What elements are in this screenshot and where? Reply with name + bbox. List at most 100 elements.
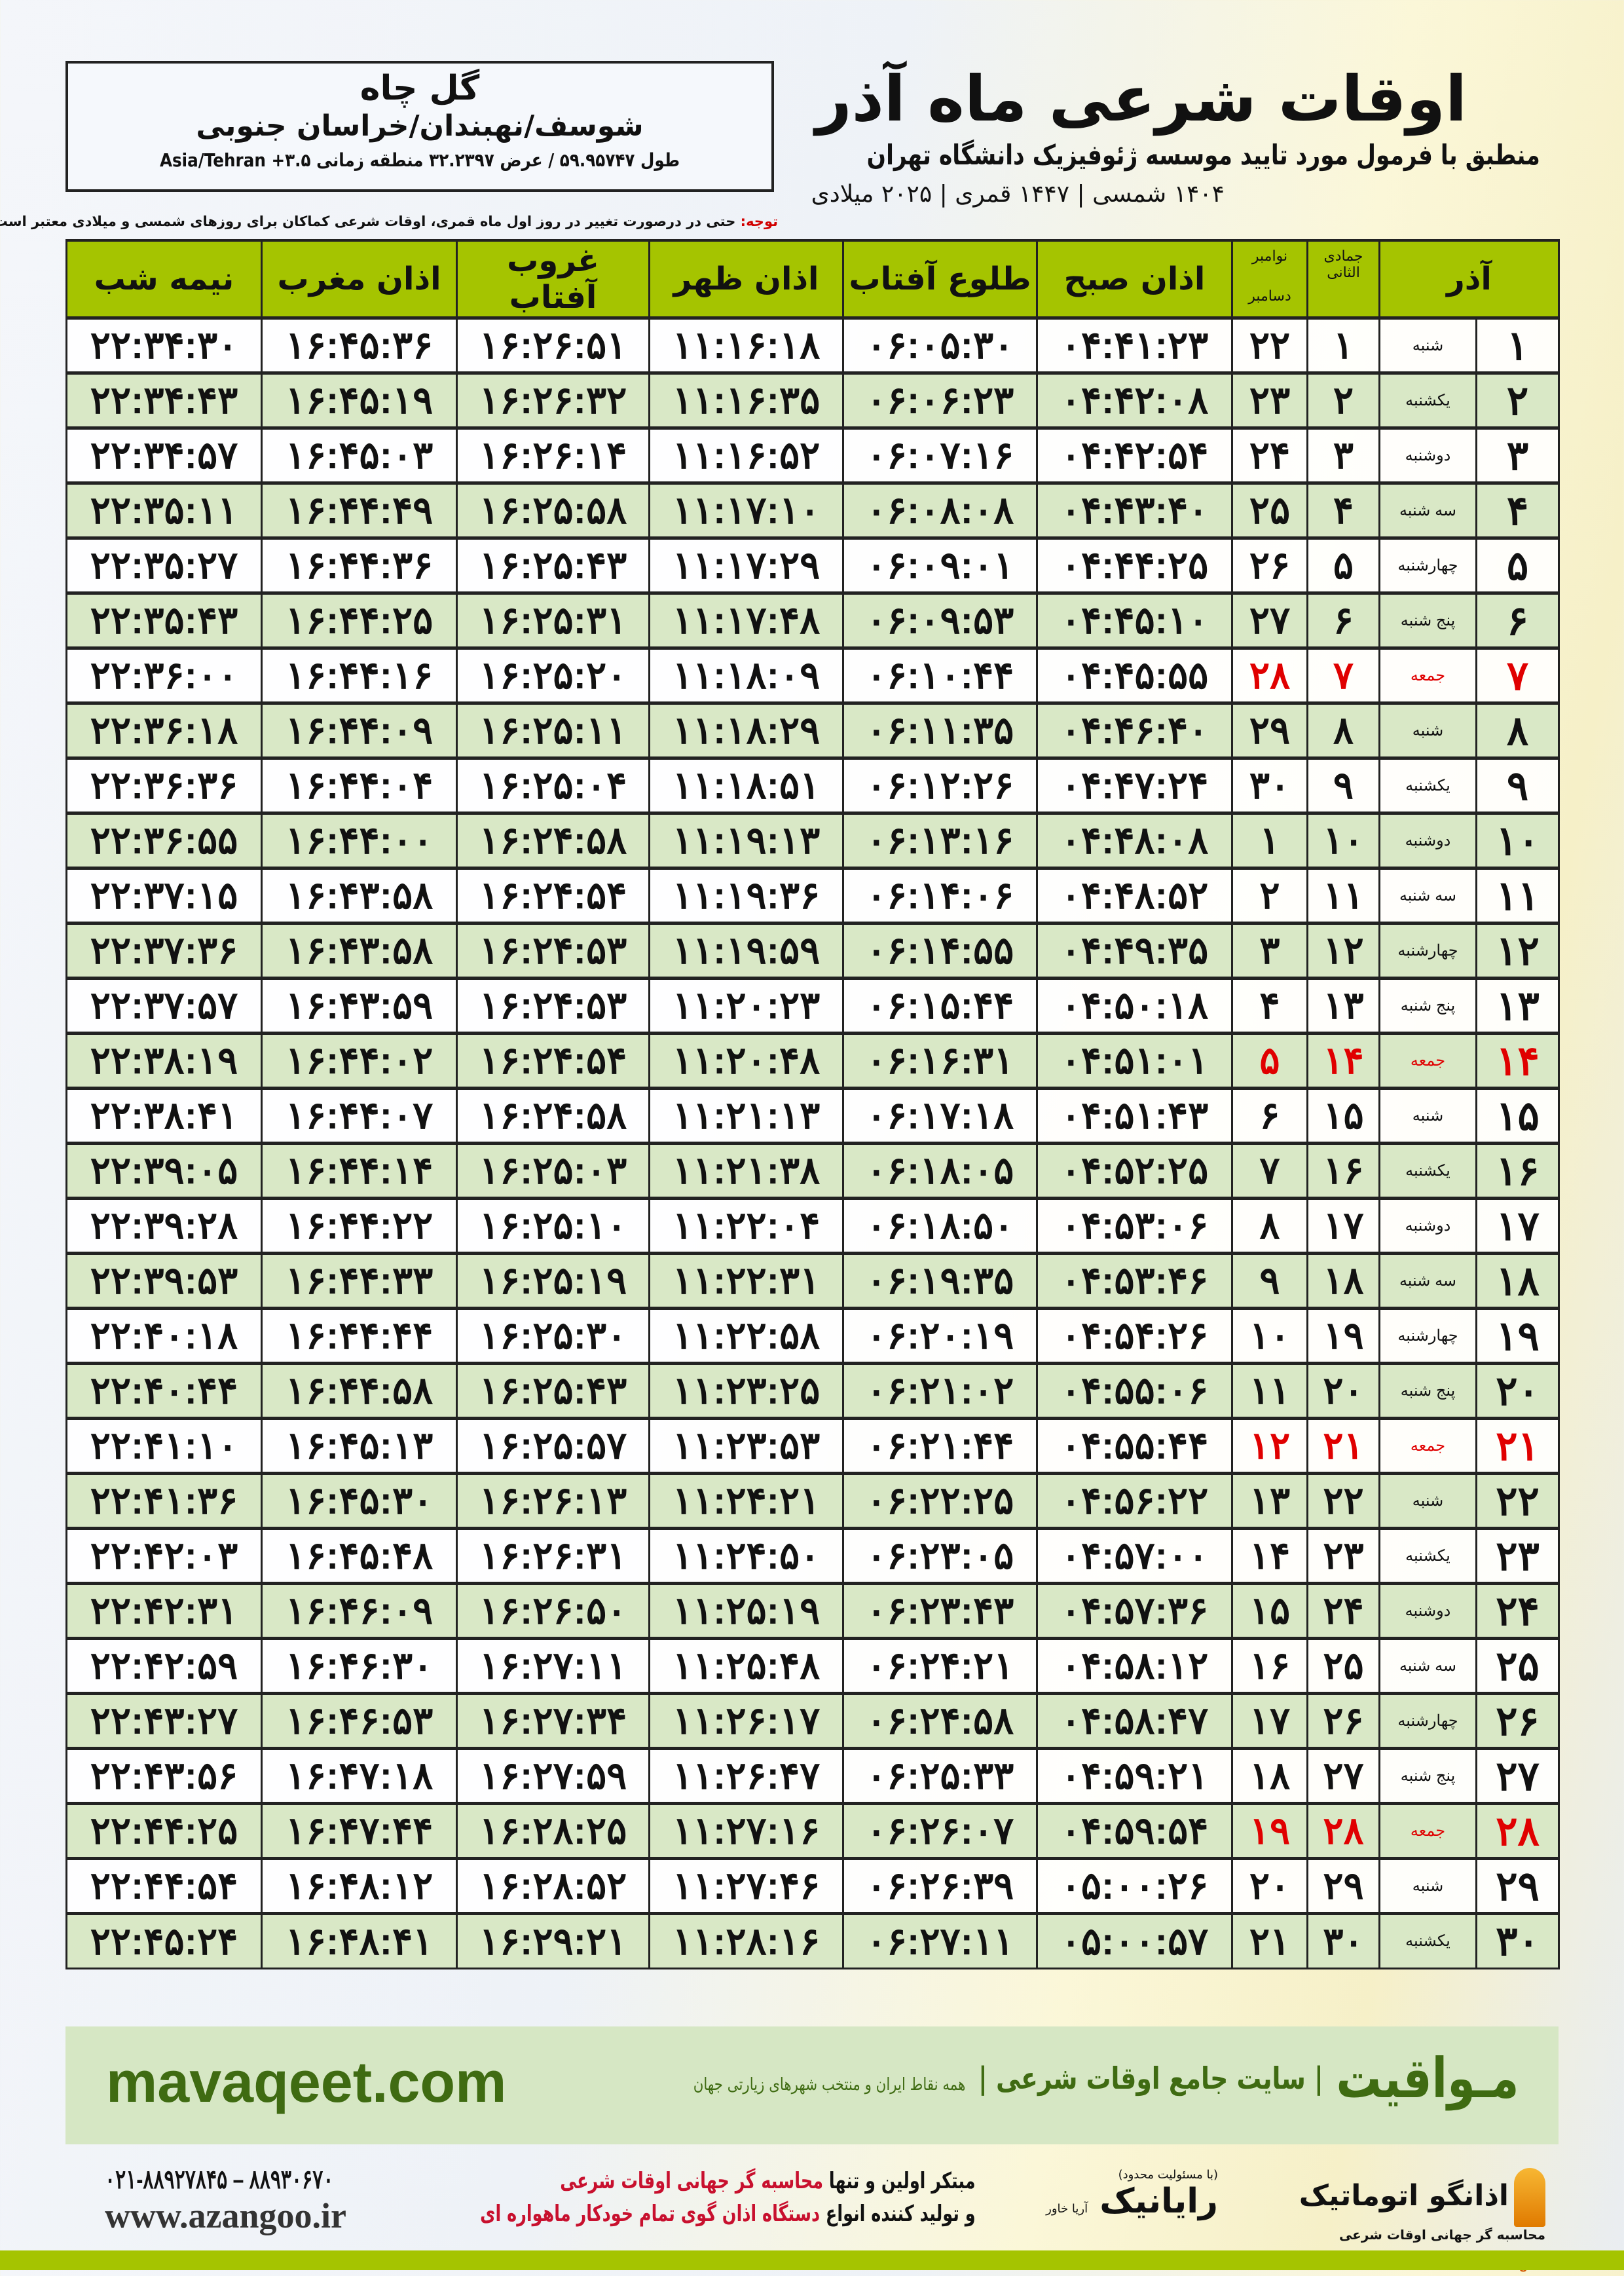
gregorian-day: ۲۶ [1231,536,1308,594]
gregorian-day: ۹ [1231,1251,1308,1309]
table-row: ۲۲ شنبه ۲۲ ۱۳ ۰۴:۵۶:۲۲ ۰۶:۲۲:۲۵ ۱۱:۲۴:۲۱ ۱۶:۲۶:… [65,1471,1560,1529]
weekday: چهارشنبه [1378,536,1477,594]
day-number: ۹ [1475,756,1560,814]
sunrise-time: ۰۶:۰۹:۵۳ [842,591,1038,649]
sunrise-time: ۰۶:۲۴:۵۸ [842,1691,1038,1749]
azangoo-link[interactable]: www.azangoo.ir [105,2196,346,2235]
fajr-time: ۰۴:۴۷:۲۴ [1036,756,1233,814]
day-number: ۲۸ [1475,1801,1560,1859]
weekday: شنبه [1378,1856,1477,1914]
sunset-time: ۱۶:۲۴:۵۳ [456,976,650,1034]
ad-text-1: مبتکر اولین و تنها [823,2168,976,2194]
day-number: ۲۱ [1475,1416,1560,1474]
col-midnight: نیمه شب [65,239,263,319]
midnight-time: ۲۲:۳۴:۵۷ [65,426,263,484]
day-number: ۱۹ [1475,1306,1560,1364]
sunset-time: ۱۶:۲۵:۰۳ [456,1141,650,1199]
day-number: ۲۵ [1475,1636,1560,1694]
day-number: ۱۶ [1475,1141,1560,1199]
midnight-time: ۲۲:۴۳:۵۶ [65,1746,263,1804]
gregorian-day: ۲۴ [1231,426,1308,484]
table-row: ۷ جمعه ۷ ۲۸ ۰۴:۴۵:۵۵ ۰۶:۱۰:۴۴ ۱۱:۱۸:۰۹ ۱۶:۲۵:۲۰… [65,646,1560,704]
maghrib-time: ۱۶:۴۶:۰۹ [261,1581,458,1639]
dhuhr-time: ۱۱:۲۴:۲۱ [648,1471,844,1529]
sunset-time: ۱۶:۲۴:۵۸ [456,1086,650,1144]
dhuhr-time: ۱۱:۱۸:۰۹ [648,646,844,704]
fajr-time: ۰۴:۴۸:۰۸ [1036,811,1233,869]
maghrib-time: ۱۶:۴۵:۱۹ [261,371,458,429]
ad-highlight-2: دستگاه اذان گوی تمام خودکار ماهواره ای [480,2201,821,2227]
weekday: پنج شنبه [1378,591,1477,649]
day-number: ۱۲ [1475,921,1560,979]
region-name: شوسف/نهبندان/خراسان جنوبی [196,109,644,143]
maghrib-time: ۱۶:۴۴:۱۶ [261,646,458,704]
midnight-time: ۲۲:۳۷:۱۵ [65,866,263,924]
sunrise-time: ۰۶:۲۲:۲۵ [842,1471,1038,1529]
table-row: ۲۱ جمعه ۲۱ ۱۲ ۰۴:۵۵:۴۴ ۰۶:۲۱:۴۴ ۱۱:۲۳:۵۳ ۱۶:۲۵:… [65,1416,1560,1474]
rayanik-name: رایانیک [1099,2182,1218,2221]
sunrise-time: ۰۶:۱۷:۱۸ [842,1086,1038,1144]
sunrise-time: ۰۶:۱۶:۳۱ [842,1031,1038,1089]
fajr-time: ۰۴:۵۵:۰۶ [1036,1361,1233,1419]
fajr-time: ۰۴:۵۷:۳۶ [1036,1581,1233,1639]
dhuhr-time: ۱۱:۲۴:۵۰ [648,1526,844,1584]
weekday: یکشنبه [1378,1141,1477,1199]
dhuhr-time: ۱۱:۲۱:۱۳ [648,1086,844,1144]
midnight-time: ۲۲:۳۶:۵۵ [65,811,263,869]
hijri-day: ۱۶ [1306,1141,1380,1199]
sunrise-time: ۰۶:۰۵:۳۰ [842,316,1038,374]
gregorian-day: ۱۴ [1231,1526,1308,1584]
day-number: ۲۷ [1475,1746,1560,1804]
sunrise-time: ۰۶:۱۱:۳۵ [842,701,1038,759]
maghrib-time: ۱۶:۴۴:۴۹ [261,481,458,539]
hijri-day: ۱۰ [1306,811,1380,869]
dhuhr-time: ۱۱:۱۸:۲۹ [648,701,844,759]
fajr-time: ۰۴:۴۶:۴۰ [1036,701,1233,759]
midnight-time: ۲۲:۳۶:۱۸ [65,701,263,759]
fajr-time: ۰۴:۴۵:۱۰ [1036,591,1233,649]
maghrib-time: ۱۶:۴۴:۴۴ [261,1306,458,1364]
maghrib-time: ۱۶:۴۴:۳۶ [261,536,458,594]
maghrib-time: ۱۶:۴۶:۳۰ [261,1636,458,1694]
weekday: پنج شنبه [1378,1746,1477,1804]
table-row: ۱۹ چهارشنبه ۱۹ ۱۰ ۰۴:۵۴:۲۶ ۰۶:۲۰:۱۹ ۱۱:۲۲:۵۸ ۱۶… [65,1306,1560,1364]
day-number: ۱۳ [1475,976,1560,1034]
fajr-time: ۰۴:۵۹:۲۱ [1036,1746,1233,1804]
col-maghrib: اذان مغرب [261,239,458,319]
table-row: ۱۳ پنج شنبه ۱۳ ۴ ۰۴:۵۰:۱۸ ۰۶:۱۵:۴۴ ۱۱:۲۰:۲۳ ۱۶:… [65,976,1560,1034]
midnight-time: ۲۲:۴۴:۲۵ [65,1801,263,1859]
table-row: ۲۵ سه شنبه ۲۵ ۱۶ ۰۴:۵۸:۱۲ ۰۶:۲۴:۲۱ ۱۱:۲۵:۴۸ ۱۶:… [65,1636,1560,1694]
dhuhr-time: ۱۱:۲۳:۵۳ [648,1416,844,1474]
mavaqeet-link[interactable]: mavaqeet.com [106,2049,507,2114]
dhuhr-time: ۱۱:۲۶:۱۷ [648,1691,844,1749]
weekday: سه شنبه [1378,1636,1477,1694]
rayanik-logo: (با مسئولیت محدود) رایانیک آریا خاور [1046,2168,1218,2221]
hijri-day: ۲۳ [1306,1526,1380,1584]
weekday: شنبه [1378,701,1477,759]
sunset-time: ۱۶:۲۷:۱۱ [456,1636,650,1694]
sunset-time: ۱۶:۲۶:۵۰ [456,1581,650,1639]
ad-text-2: و تولید کننده انواع [820,2201,976,2227]
sunset-time: ۱۶:۲۶:۵۱ [456,316,650,374]
hijri-day: ۲۸ [1306,1801,1380,1859]
sunrise-time: ۰۶:۰۶:۲۳ [842,371,1038,429]
dhuhr-time: ۱۱:۲۵:۱۹ [648,1581,844,1639]
maghrib-time: ۱۶:۴۶:۵۳ [261,1691,458,1749]
day-number: ۱۸ [1475,1251,1560,1309]
sunset-time: ۱۶:۲۹:۲۱ [456,1911,650,1969]
sunrise-time: ۰۶:۰۸:۰۸ [842,481,1038,539]
maghrib-time: ۱۶:۴۷:۴۴ [261,1801,458,1859]
hijri-day: ۲ [1306,371,1380,429]
day-number: ۳ [1475,426,1560,484]
gregorian-day: ۲ [1231,866,1308,924]
table-row: ۲۸ جمعه ۲۸ ۱۹ ۰۴:۵۹:۵۴ ۰۶:۲۶:۰۷ ۱۱:۲۷:۱۶ ۱۶:۲۸:… [65,1801,1560,1859]
maghrib-time: ۱۶:۴۷:۱۸ [261,1746,458,1804]
hijri-day: ۱۱ [1306,866,1380,924]
dhuhr-time: ۱۱:۱۶:۳۵ [648,371,844,429]
table-row: ۵ چهارشنبه ۵ ۲۶ ۰۴:۴۴:۲۵ ۰۶:۰۹:۰۱ ۱۱:۱۷:۲۹ ۱۶:۲… [65,536,1560,594]
table-row: ۲۴ دوشنبه ۲۴ ۱۵ ۰۴:۵۷:۳۶ ۰۶:۲۳:۴۳ ۱۱:۲۵:۱۹ ۱۶:۲… [65,1581,1560,1639]
weekday: شنبه [1378,1086,1477,1144]
gregorian-day: ۳۰ [1231,756,1308,814]
dhuhr-time: ۱۱:۲۷:۱۶ [648,1801,844,1859]
table-row: ۲۹ شنبه ۲۹ ۲۰ ۰۵:۰۰:۲۶ ۰۶:۲۶:۳۹ ۱۱:۲۷:۴۶ ۱۶:۲۸:… [65,1856,1560,1914]
